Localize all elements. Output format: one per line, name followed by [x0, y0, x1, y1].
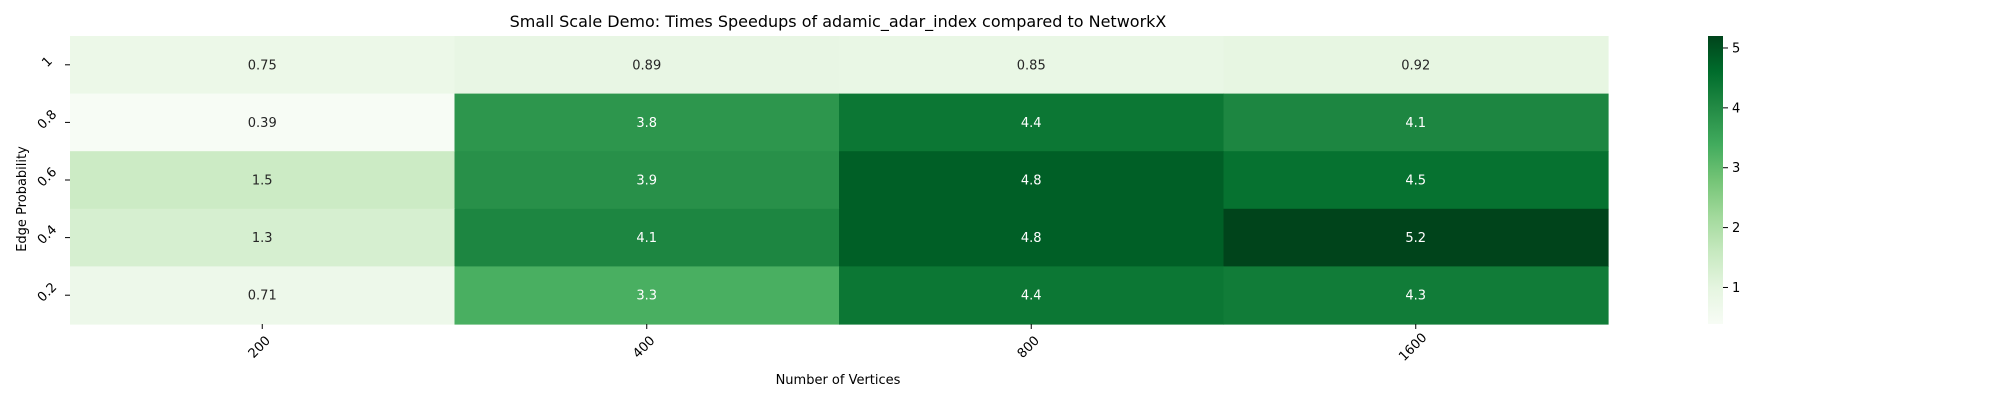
x-axis-label: Number of Vertices: [776, 373, 901, 388]
heatmap-cell: [839, 93, 1225, 152]
x-tick-label: 200: [246, 333, 274, 361]
heatmap-cell: [454, 93, 840, 152]
heatmap-cell: [454, 208, 840, 267]
cell-value-label: 4.5: [1405, 174, 1426, 189]
colorbar-ticks: 1 2 3 4 5: [1723, 41, 1740, 296]
cell-value-label: 5.2: [1405, 231, 1426, 246]
heatmap-cell: [1223, 151, 1609, 210]
heatmap-cell: [1223, 208, 1609, 267]
y-tick-label: 1: [39, 54, 55, 70]
colorbar-tick-label: 2: [1732, 221, 1740, 236]
cell-value-label: 0.92: [1401, 58, 1430, 73]
y-tick-label: 0.8: [35, 107, 60, 132]
heatmap-cell: [839, 266, 1225, 325]
colorbar-tick-label: 4: [1732, 101, 1740, 116]
y-tick-label: 0.4: [35, 223, 60, 248]
cell-value-label: 0.39: [248, 116, 277, 131]
heatmap-cell: [839, 151, 1225, 210]
chart-title: Small Scale Demo: Times Speedups of adam…: [510, 12, 1167, 32]
y-axis-label: Edge Probability: [15, 146, 30, 252]
cell-value-label: 1.3: [252, 231, 273, 246]
colorbar-tick-label: 3: [1732, 161, 1740, 176]
x-tick-label: 800: [1015, 333, 1043, 361]
cell-value-label: 4.8: [1021, 174, 1042, 189]
cell-value-label: 4.4: [1021, 116, 1042, 131]
x-axis: 200 400 800 1600: [246, 324, 1430, 365]
heatmap-cell: [70, 266, 456, 325]
cell-value-label: 4.3: [1405, 289, 1426, 304]
cell-value-label: 1.5: [252, 174, 273, 189]
heatmap-cells: [70, 36, 1609, 325]
x-tick-label: 1600: [1396, 331, 1430, 365]
cell-value-label: 4.1: [1405, 116, 1426, 131]
cell-value-label: 4.4: [1021, 289, 1042, 304]
colorbar-gradient: [1708, 36, 1723, 324]
heatmap-cell: [839, 208, 1225, 267]
x-tick-label: 400: [630, 333, 658, 361]
colorbar-tick-label: 5: [1732, 41, 1740, 56]
heatmap-cell: [454, 36, 840, 95]
cell-value-label: 4.1: [636, 231, 657, 246]
y-tick-label: 0.6: [35, 165, 60, 190]
heatmap-cell: [454, 151, 840, 210]
heatmap-cell: [1223, 36, 1609, 95]
colorbar: 1 2 3 4 5: [1708, 36, 1740, 324]
heatmap-cell: [70, 151, 456, 210]
cell-value-label: 0.89: [632, 58, 661, 73]
y-axis: 1 0.8 0.6 0.4 0.2: [35, 54, 70, 305]
heatmap-cell: [70, 93, 456, 152]
heatmap-cell: [70, 208, 456, 267]
cell-value-label: 4.8: [1021, 231, 1042, 246]
cell-value-label: 3.8: [636, 116, 657, 131]
cell-value-label: 3.3: [636, 289, 657, 304]
heatmap-cell: [1223, 93, 1609, 152]
y-tick-label: 0.2: [35, 280, 60, 305]
heatmap-cell: [1223, 266, 1609, 325]
colorbar-tick-label: 1: [1732, 281, 1740, 296]
cell-value-label: 0.71: [248, 289, 277, 304]
heatmap-cell: [70, 36, 456, 95]
heatmap-cell: [839, 36, 1225, 95]
cell-value-label: 3.9: [636, 174, 657, 189]
cell-value-label: 0.75: [248, 58, 277, 73]
cell-value-label: 0.85: [1017, 58, 1046, 73]
cell-labels: 0.75 0.89 0.85 0.92 0.39 3.8 4.4 4.1 1.5 3.9 4.8 4.…: [248, 58, 1430, 303]
heatmap-cell: [454, 266, 840, 325]
